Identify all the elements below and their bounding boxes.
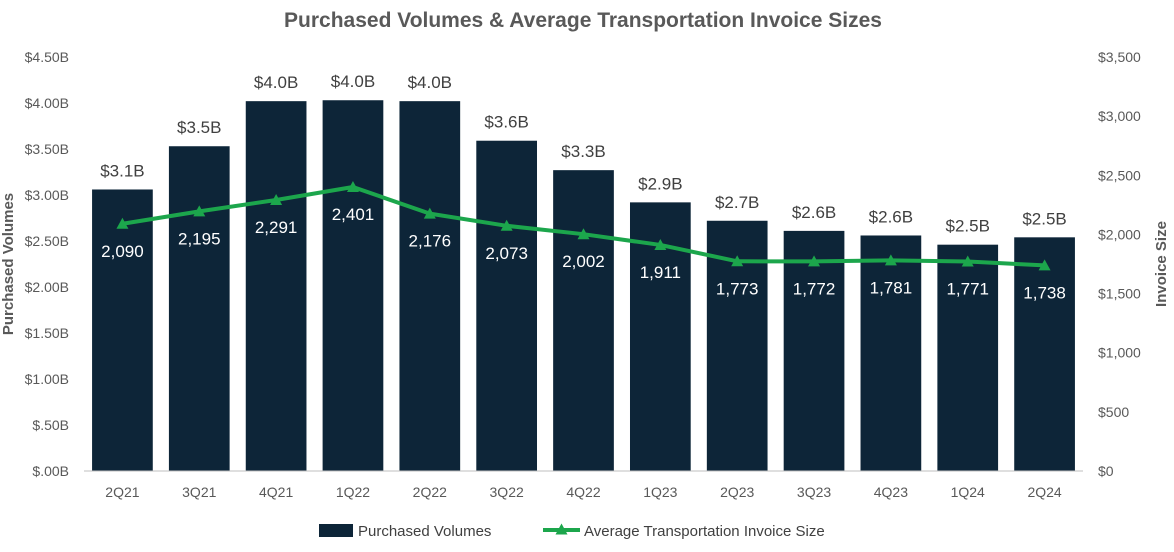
line-point-marker: [808, 255, 821, 267]
line-point-marker: [884, 254, 897, 266]
bar: [1014, 237, 1075, 471]
left-axis: $.00B $.50B $1.00B $1.50B $2.00B $2.50B $3.00B…: [25, 49, 69, 479]
bar: [399, 101, 461, 471]
x-tick-label: 1Q23: [643, 484, 677, 500]
y-tick-label: $2.00B: [25, 279, 69, 295]
x-tick-label: 1Q24: [951, 484, 985, 500]
line-point-marker: [423, 207, 436, 219]
line-data-label: 1,781: [870, 278, 913, 297]
line-data-label: 2,176: [409, 232, 452, 251]
bar-data-label: $2.5B: [946, 217, 990, 236]
x-tick-label: 4Q23: [874, 484, 908, 500]
x-tick-label: 1Q22: [336, 484, 370, 500]
x-tick-label: 2Q22: [413, 484, 447, 500]
bar: [783, 230, 845, 471]
line-data-label: 2,073: [485, 244, 528, 263]
line-data-label: 1,772: [793, 279, 836, 298]
bar: [476, 140, 538, 471]
line-data-label: 2,291: [255, 218, 298, 237]
x-tick-label: 4Q22: [566, 484, 600, 500]
y2-tick-label: $3,500: [1098, 49, 1141, 65]
line-point-marker: [961, 255, 974, 267]
line-point-marker: [1038, 259, 1051, 271]
legend-label-invoice-size: Average Transportation Invoice Size: [584, 523, 825, 540]
bar-data-label: $4.0B: [331, 72, 375, 91]
line-point-marker: [654, 238, 667, 250]
y2-tick-label: $3,000: [1098, 108, 1141, 124]
line-data-label: 2,002: [562, 252, 605, 271]
y-tick-label: $2.50B: [25, 233, 69, 249]
line-point-marker: [500, 219, 513, 231]
legend-triangle-icon: [555, 523, 568, 535]
x-tick-label: 2Q21: [105, 484, 139, 500]
x-tick-label: 2Q24: [1027, 484, 1061, 500]
line-data-label: 1,738: [1023, 283, 1066, 302]
x-tick-label: 3Q21: [182, 484, 216, 500]
bar: [553, 170, 614, 471]
line-data-label: 2,401: [332, 205, 375, 224]
bar-data-label: $3.6B: [484, 113, 528, 132]
bar: [92, 189, 153, 472]
x-tick-label: 3Q23: [797, 484, 831, 500]
bar-data-label: $3.1B: [100, 161, 144, 180]
y-tick-label: $.00B: [32, 463, 69, 479]
legend-label-purchased-volumes: Purchased Volumes: [358, 523, 491, 540]
line-point-marker: [193, 205, 206, 217]
bar-data-label: $3.5B: [177, 118, 221, 137]
bar-data-label: $2.9B: [638, 174, 682, 193]
y2-tick-label: $500: [1098, 404, 1129, 420]
line-data-label: 1,773: [716, 279, 759, 298]
bar: [322, 100, 384, 472]
line-data-label: 2,090: [101, 242, 144, 261]
bar: [168, 146, 230, 472]
bar: [860, 235, 922, 471]
y-tick-label: $3.50B: [25, 141, 69, 157]
bar-data-label: $2.6B: [792, 203, 836, 222]
bar-data-label: $2.5B: [1022, 209, 1066, 228]
y-tick-label: $3.00B: [25, 187, 69, 203]
line-point-marker: [577, 228, 590, 240]
x-tick-label: 4Q21: [259, 484, 293, 500]
right-axis: $0 $500 $1,000 $1,500 $2,000 $2,500 $3,000 $3,5…: [1098, 49, 1141, 479]
line-data-label: 2,195: [178, 229, 221, 248]
legend: Purchased Volumes Average Transportation…: [319, 523, 825, 540]
x-tick-label: 3Q22: [490, 484, 524, 500]
line-point-marker: [346, 180, 359, 192]
line-point-marker: [270, 194, 283, 206]
y2-tick-label: $1,500: [1098, 286, 1141, 302]
right-axis-title: Invoice Size: [1153, 221, 1170, 307]
y-tick-label: $1.50B: [25, 325, 69, 341]
bar-data-label: $4.0B: [408, 73, 452, 92]
x-tick-label: 2Q23: [720, 484, 754, 500]
bar-data-label: $3.3B: [561, 142, 605, 161]
y2-tick-label: $2,500: [1098, 167, 1141, 183]
bar: [937, 244, 999, 471]
line-series: [116, 180, 1051, 271]
line-point-marker: [731, 255, 744, 267]
y-tick-label: $.50B: [32, 417, 69, 433]
bar: [245, 101, 307, 471]
line-data-label: 1,911: [640, 263, 681, 282]
line-data-labels: 2,090 2,195 2,291 2,401 2,176 2,073 2,002 1,911…: [101, 205, 1066, 302]
chart-title: Purchased Volumes & Average Transportati…: [284, 9, 882, 32]
line-point-marker: [116, 217, 129, 229]
legend-swatch-purchased-volumes: [319, 524, 353, 537]
y2-tick-label: $2,000: [1098, 226, 1141, 242]
y2-tick-label: $1,000: [1098, 345, 1141, 361]
left-axis-title: Purchased Volumes: [0, 193, 17, 335]
line-data-label: 1,771: [946, 280, 989, 299]
bar-series: [92, 100, 1075, 472]
y-tick-label: $1.00B: [25, 371, 69, 387]
bar-data-label: $4.0B: [254, 73, 298, 92]
bar-data-labels: $3.1B $3.5B $4.0B $4.0B $4.0B $3.6B $3.3B $2.9B…: [100, 72, 1067, 235]
x-axis: 2Q21 3Q21 4Q21 1Q22 2Q22 3Q22 4Q22 1Q23 2Q23 3Q23…: [105, 484, 1062, 500]
bar-data-label: $2.7B: [715, 193, 759, 212]
y2-tick-label: $0: [1098, 463, 1114, 479]
y-tick-label: $4.00B: [25, 95, 69, 111]
y-tick-label: $4.50B: [25, 49, 69, 65]
bar-data-label: $2.6B: [869, 207, 913, 226]
